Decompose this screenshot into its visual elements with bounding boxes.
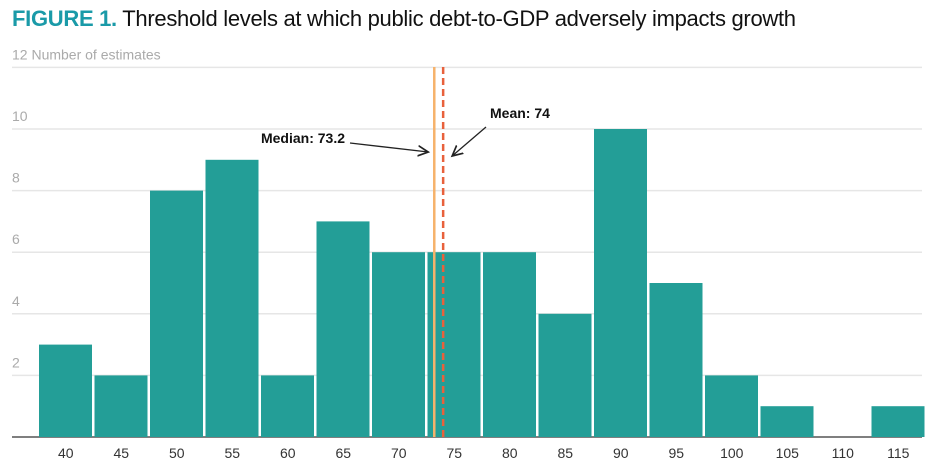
x-tick-label: 50: [169, 445, 185, 461]
bar: [39, 344, 92, 437]
x-tick-label: 60: [280, 445, 296, 461]
bar: [427, 252, 481, 437]
bar: [760, 406, 814, 437]
median-arrow: [349, 142, 428, 152]
x-tick-label: 110: [832, 445, 855, 461]
x-tick-label: 85: [557, 445, 573, 461]
bar: [705, 375, 758, 437]
bar: [205, 159, 259, 438]
x-tick-label: 65: [335, 445, 351, 461]
x-tick-label: 95: [668, 445, 684, 461]
bar: [94, 375, 148, 437]
bar: [538, 313, 592, 437]
bar: [150, 190, 203, 437]
x-tick-label: 40: [58, 445, 74, 461]
figure-title-text: Threshold levels at which public debt-to…: [116, 6, 796, 31]
x-tick-label: 100: [720, 445, 744, 461]
y-tick-label: 10: [12, 108, 28, 124]
x-tick-label: 115: [887, 445, 910, 461]
y-tick-label: 6: [12, 231, 20, 247]
y-tick-label: 12 Number of estimates: [12, 46, 161, 62]
y-tick-label: 4: [12, 293, 20, 309]
median-label: Median: 73.2: [261, 130, 345, 146]
bar: [261, 375, 314, 437]
bar: [594, 129, 647, 437]
y-tick-label: 2: [12, 354, 20, 370]
bar: [483, 252, 536, 437]
x-tick-label: 90: [613, 445, 629, 461]
chart-title: FIGURE 1. Threshold levels at which publ…: [12, 6, 796, 32]
x-tick-label: 80: [502, 445, 518, 461]
bar: [649, 283, 703, 437]
mean-arrow: [452, 126, 487, 156]
y-tick-label: 8: [12, 170, 20, 186]
bar: [372, 252, 425, 437]
figure-label: FIGURE 1.: [12, 6, 117, 31]
bar: [871, 406, 925, 437]
mean-label: Mean: 74: [490, 105, 550, 121]
x-tick-label: 55: [224, 445, 240, 461]
x-tick-label: 70: [391, 445, 407, 461]
x-tick-label: 105: [776, 445, 800, 461]
x-tick-label: 75: [446, 445, 462, 461]
x-tick-label: 45: [113, 445, 129, 461]
bar: [316, 221, 370, 437]
